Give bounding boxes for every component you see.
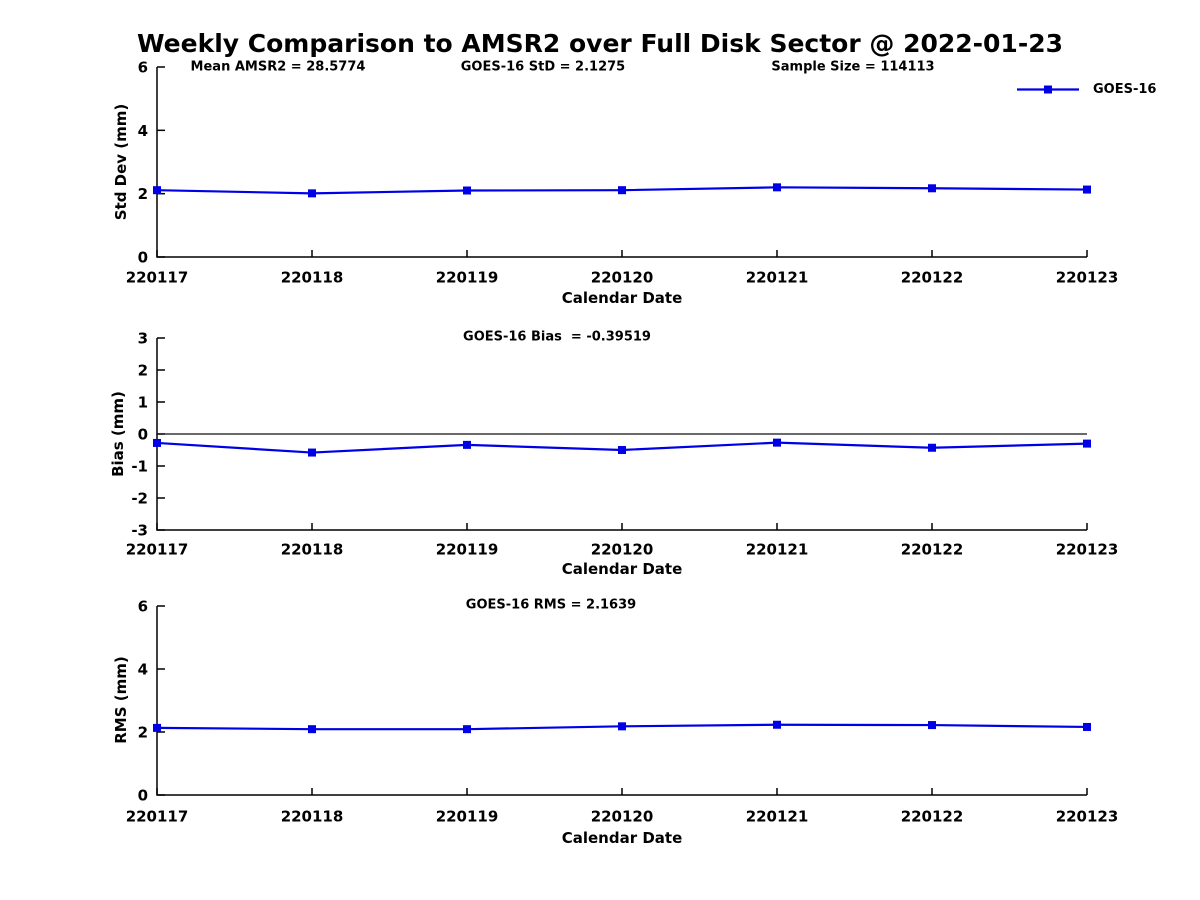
data-point-marker	[463, 725, 471, 734]
y-tick-label: 2	[138, 724, 148, 742]
x-tick-label: 220122	[901, 541, 964, 559]
x-tick-label: 220121	[746, 808, 809, 826]
data-point-marker	[308, 189, 316, 198]
x-tick-label: 220120	[591, 808, 654, 826]
y-tick-label: 4	[138, 122, 148, 140]
x-tick-label: 220117	[126, 808, 189, 826]
x-tick-label: 220118	[281, 541, 344, 559]
data-point-marker	[773, 183, 781, 192]
data-point-marker	[773, 438, 781, 447]
x-tick-label: 220117	[126, 541, 189, 559]
axis-spines	[156, 67, 1087, 258]
data-point-marker	[928, 721, 936, 730]
y-tick-label: 0	[138, 426, 148, 444]
y-tick-label: -1	[131, 458, 148, 476]
x-tick-label: 220121	[746, 541, 809, 559]
data-point-marker	[308, 725, 316, 734]
data-point-marker	[928, 184, 936, 193]
data-point-marker	[928, 443, 936, 452]
x-tick-label: 220123	[1056, 808, 1119, 826]
y-tick-label: -2	[131, 490, 148, 508]
y-tick-label: 4	[138, 661, 148, 679]
x-tick-label: 220119	[436, 541, 499, 559]
y-tick-label: 6	[138, 59, 148, 77]
y-tick-label: 6	[138, 598, 148, 616]
x-tick-label: 220122	[901, 269, 964, 287]
data-point-marker	[463, 186, 471, 195]
annotation-goes16-std: GOES-16 StD = 2.1275	[460, 59, 626, 75]
data-point-marker	[1083, 722, 1091, 731]
rms-x-axis-label: Calendar Date	[561, 829, 683, 847]
x-tick-label: 220119	[436, 269, 499, 287]
x-tick-label: 220118	[281, 269, 344, 287]
x-tick-label: 220117	[126, 269, 189, 287]
data-point-marker	[153, 186, 161, 195]
x-tick-label: 220121	[746, 269, 809, 287]
x-tick-label: 220120	[591, 269, 654, 287]
chart-title: Weekly Comparison to AMSR2 over Full Dis…	[136, 29, 1063, 58]
x-tick-label: 220119	[436, 808, 499, 826]
rms-subplot-title: GOES-16 RMS = 2.1639	[465, 597, 637, 613]
data-point-marker	[773, 720, 781, 729]
data-point-marker	[308, 448, 316, 457]
x-tick-label: 220123	[1056, 269, 1119, 287]
axis-spines	[156, 606, 1087, 796]
data-point-marker	[1083, 439, 1091, 448]
bias-subplot-title: GOES-16 Bias = -0.39519	[463, 329, 651, 345]
data-point-marker	[463, 440, 471, 449]
annotation-sample-size: Sample Size = 114113	[771, 59, 935, 75]
y-tick-label: 1	[138, 394, 148, 412]
data-point-marker	[618, 186, 626, 195]
bias-x-axis-label: Calendar Date	[561, 560, 683, 578]
legend: GOES-16	[1016, 82, 1156, 97]
data-point-marker	[618, 722, 626, 731]
legend-label: GOES-16	[1093, 82, 1157, 97]
y-tick-label: 2	[138, 362, 148, 380]
y-tick-label: 2	[138, 185, 148, 203]
x-tick-label: 220120	[591, 541, 654, 559]
y-tick-label: 0	[138, 787, 148, 805]
x-tick-label: 220122	[901, 808, 964, 826]
y-tick-label: -3	[131, 522, 148, 540]
data-point-marker	[153, 438, 161, 447]
data-point-marker	[153, 723, 161, 732]
y-tick-label: 0	[138, 249, 148, 267]
stddev-x-axis-label: Calendar Date	[561, 289, 683, 307]
legend-line-marker-icon	[1017, 85, 1079, 94]
data-point-marker	[618, 446, 626, 454]
data-point-marker	[1083, 185, 1091, 194]
annotation-mean-amsr2: Mean AMSR2 = 28.5774	[190, 59, 366, 75]
y-tick-label: 3	[138, 330, 148, 348]
x-tick-label: 220123	[1056, 541, 1119, 559]
x-tick-label: 220118	[281, 808, 344, 826]
